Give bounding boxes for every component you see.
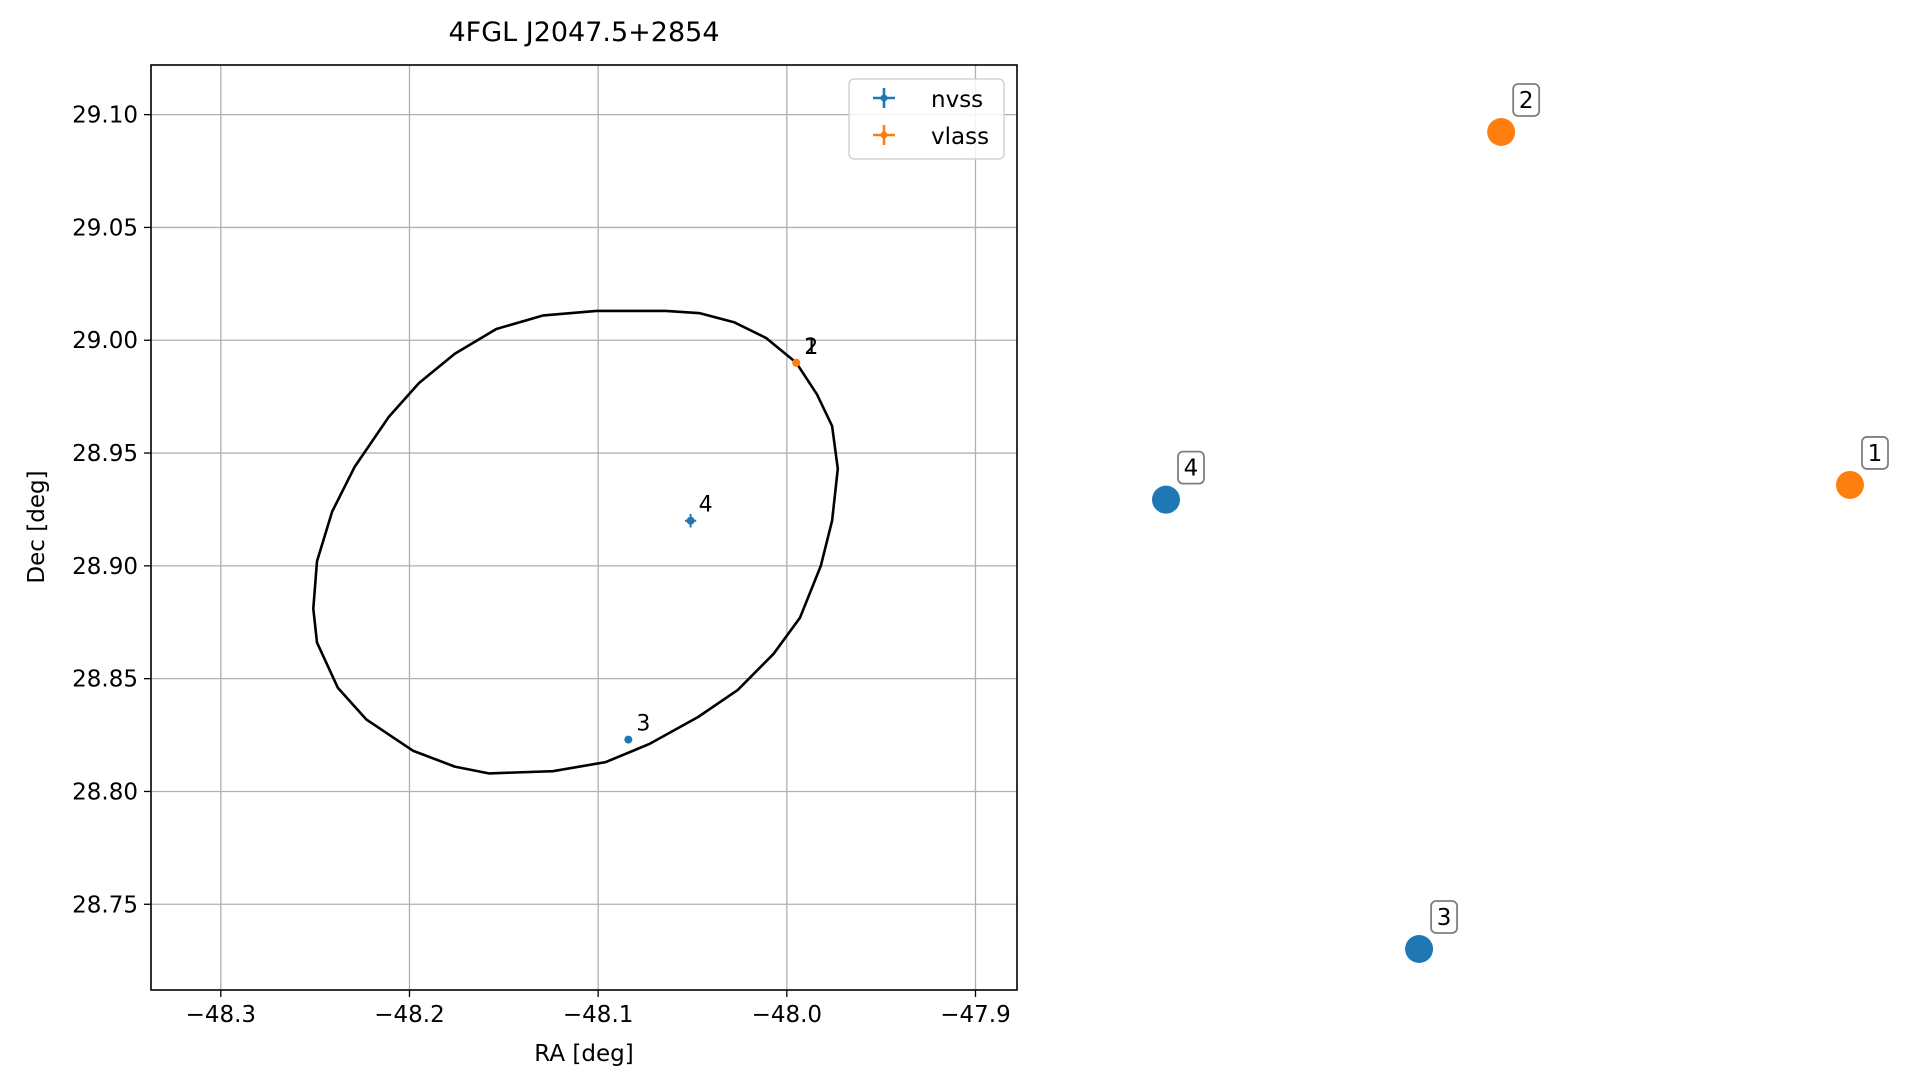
x-tick-label: −48.1: [563, 1002, 633, 1028]
x-tick-label: −48.2: [374, 1002, 444, 1028]
schematic-marker: [1405, 935, 1434, 963]
legend-label-nvss: nvss: [931, 87, 983, 113]
y-tick-label: 28.85: [72, 667, 138, 693]
legend-label-vlass: vlass: [931, 124, 989, 150]
y-tick-label: 28.80: [72, 779, 138, 805]
point-label: 4: [699, 493, 713, 518]
grid: [151, 65, 1017, 990]
point-marker: [792, 358, 801, 367]
schematic-label-box: [1177, 450, 1205, 485]
legend-marker-vlass: [873, 125, 895, 145]
schematic-label: 1: [1868, 441, 1883, 467]
legend: nvss vlass: [848, 78, 1005, 160]
x-tick-label: −48.0: [752, 1002, 822, 1028]
schematic-label: 4: [1184, 456, 1199, 482]
point-label: 3: [636, 712, 650, 737]
schematic-label: 2: [1519, 88, 1534, 114]
y-tick-label: 28.75: [72, 892, 138, 918]
source-schematic-chart: 4 3 2 1: [1152, 83, 1889, 963]
points-layer: 3 4 12: [624, 335, 818, 744]
schematic-marker: [1152, 485, 1180, 514]
x-tick-label: −48.3: [186, 1002, 256, 1028]
point-label: 2: [804, 335, 818, 360]
y-axis-label: Dec [deg]: [24, 470, 50, 583]
data-point-vlass-2: 2: [792, 335, 818, 367]
y-tick-label: 28.90: [72, 554, 138, 580]
plot-frame: [150, 64, 1018, 991]
data-point-nvss-4: 4: [684, 493, 713, 528]
y-tick-label: 28.95: [72, 441, 138, 467]
y-tick-label: 29.00: [72, 328, 138, 354]
x-axis-label: RA [deg]: [534, 1041, 633, 1067]
schematic-point-nvss-4: 4: [1152, 450, 1205, 514]
point-marker: [624, 735, 633, 744]
schematic-label-box: [1430, 900, 1458, 934]
chart-title: 4FGL J2047.5+2854: [448, 17, 719, 48]
schematic-point-nvss-3: 3: [1405, 900, 1458, 963]
x-tick-label: −47.9: [940, 1002, 1010, 1028]
data-point-nvss-3: 3: [624, 712, 650, 744]
legend-marker-nvss: [873, 88, 895, 108]
schematic-label: 3: [1437, 905, 1452, 931]
schematic-label-box: [1861, 436, 1889, 470]
schematic-marker: [1487, 118, 1516, 146]
schematic-label-box: [1512, 83, 1541, 117]
schematic-point-vlass-1: 1: [1836, 436, 1889, 499]
schematic-marker: [1836, 470, 1864, 499]
error-ellipse: [311, 309, 840, 775]
y-tick-label: 29.10: [72, 103, 138, 129]
schematic-point-vlass-2: 2: [1487, 83, 1541, 146]
ticks-layer: −48.3 −48.2 −48.1 −48.0 −47.9 28.75 28.80 28.85…: [72, 103, 1011, 1028]
y-tick-label: 29.05: [72, 215, 138, 241]
point-marker: [686, 516, 695, 525]
point-label: 1: [804, 335, 818, 360]
error-ellipse-layer: [311, 309, 840, 775]
